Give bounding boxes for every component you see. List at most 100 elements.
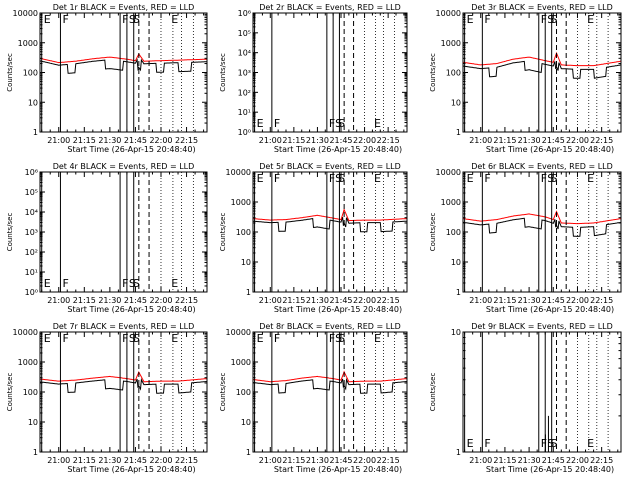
marker-label: F bbox=[541, 437, 547, 450]
y-tick-label: 10³ bbox=[25, 228, 38, 237]
y-tick-label: 10¹ bbox=[238, 108, 251, 117]
marker-label: F bbox=[484, 13, 490, 26]
x-tick-label: 22:00 bbox=[566, 136, 589, 145]
x-tick-label: 22:15 bbox=[377, 296, 400, 305]
events-series-line bbox=[462, 60, 622, 79]
x-tick-label: 21:45 bbox=[124, 136, 147, 145]
marker-label: S bbox=[129, 13, 136, 26]
y-tick-label: 10⁴ bbox=[25, 208, 38, 217]
lld-series-line bbox=[462, 51, 622, 67]
x-tick-label: 21:15 bbox=[493, 296, 516, 305]
x-tick-label: 21:30 bbox=[518, 296, 541, 305]
x-tick-label: 21:30 bbox=[306, 296, 329, 305]
x-tick-label: 21:45 bbox=[329, 296, 352, 305]
panel-title: Det 1r BLACK = Events, RED = LLD bbox=[53, 3, 195, 12]
x-axis-label: Start Time (26-Apr-15 20:48:40) bbox=[67, 145, 195, 154]
marker-label: E bbox=[171, 332, 178, 345]
y-axis-label: Counts/sec bbox=[429, 53, 437, 92]
marker-label: S bbox=[335, 332, 342, 345]
y-tick-label: 1 bbox=[33, 128, 38, 137]
x-tick-label: 22:00 bbox=[566, 456, 589, 465]
marker-label: S bbox=[338, 172, 345, 185]
events-series-line bbox=[39, 58, 207, 74]
plot-frame bbox=[39, 331, 208, 453]
plot-frame bbox=[39, 171, 208, 293]
marker-label: E bbox=[467, 13, 474, 26]
events-series-line bbox=[462, 217, 622, 237]
marker-label: E bbox=[587, 172, 594, 185]
marker-label: F bbox=[122, 13, 128, 26]
marker-label: S bbox=[335, 172, 342, 185]
x-tick-label: 21:45 bbox=[542, 456, 565, 465]
panel-title: Det 9r BLACK = Events, RED = LLD bbox=[471, 322, 613, 331]
marker-label: F bbox=[62, 332, 68, 345]
y-tick-label: 10¹ bbox=[25, 268, 38, 277]
y-tick-label: 10⁶ bbox=[238, 9, 251, 18]
marker-label: F bbox=[62, 277, 68, 290]
marker-label: F bbox=[541, 172, 547, 185]
x-tick-label: 22:00 bbox=[149, 296, 172, 305]
events-series-line bbox=[253, 216, 407, 233]
marker-label: S bbox=[129, 332, 136, 345]
y-axis-label: Counts/sec bbox=[429, 213, 437, 252]
x-tick-label: 21:30 bbox=[98, 136, 121, 145]
y-tick-label: 10⁴ bbox=[238, 49, 251, 58]
panel-title: Det 6r BLACK = Events, RED = LLD bbox=[471, 162, 613, 171]
y-tick-label: 100 bbox=[23, 388, 38, 397]
y-tick-label: 1 bbox=[456, 288, 461, 297]
x-tick-label: 21:15 bbox=[73, 296, 96, 305]
plot-frame bbox=[462, 171, 622, 293]
marker-label: E bbox=[44, 332, 51, 345]
x-tick-label: 21:00 bbox=[469, 136, 492, 145]
x-tick-label: 21:15 bbox=[493, 456, 516, 465]
marker-label: E bbox=[44, 277, 51, 290]
x-tick-label: 21:45 bbox=[124, 456, 147, 465]
plot-frame bbox=[252, 331, 408, 453]
marker-label: E bbox=[257, 172, 264, 185]
y-tick-label: 100 bbox=[236, 388, 251, 397]
x-tick-label: 21:15 bbox=[73, 456, 96, 465]
y-axis-label: Counts/sec bbox=[219, 373, 227, 412]
marker-label: F bbox=[122, 277, 128, 290]
x-tick-label: 22:00 bbox=[353, 456, 376, 465]
y-axis-label: Counts/sec bbox=[6, 53, 14, 92]
lld-series-line bbox=[39, 370, 208, 383]
x-tick-label: 21:45 bbox=[542, 296, 565, 305]
plot-frame bbox=[252, 171, 408, 293]
marker-label: S bbox=[551, 172, 558, 185]
y-tick-label: 1000 bbox=[441, 198, 461, 207]
y-tick-label: 100 bbox=[446, 69, 461, 78]
plot-frame bbox=[462, 12, 622, 133]
y-tick-label: 1000 bbox=[231, 358, 251, 367]
lld-series-line bbox=[253, 370, 408, 383]
x-tick-label: 21:30 bbox=[306, 136, 329, 145]
y-axis-label: Counts/sec bbox=[219, 53, 227, 92]
marker-label: E bbox=[587, 437, 594, 450]
marker-label: F bbox=[274, 172, 280, 185]
x-tick-label: 21:30 bbox=[306, 456, 329, 465]
x-tick-label: 21:30 bbox=[98, 456, 121, 465]
marker-label: S bbox=[547, 13, 554, 26]
y-tick-label: 10000 bbox=[436, 9, 461, 18]
x-tick-label: 22:15 bbox=[377, 136, 400, 145]
x-tick-label: 21:00 bbox=[469, 456, 492, 465]
marker-label: F bbox=[274, 117, 280, 130]
y-tick-label: 100 bbox=[23, 69, 38, 78]
y-tick-label: 10² bbox=[25, 248, 38, 257]
x-axis-label: Start Time (26-Apr-15 20:48:40) bbox=[486, 465, 614, 474]
x-tick-label: 22:15 bbox=[377, 456, 400, 465]
marker-label: E bbox=[374, 117, 381, 130]
marker-label: S bbox=[551, 437, 558, 450]
y-tick-label: 100 bbox=[446, 228, 461, 237]
x-axis-label: Start Time (26-Apr-15 20:48:40) bbox=[486, 305, 614, 314]
y-tick-label: 1000 bbox=[18, 358, 38, 367]
marker-label: F bbox=[329, 332, 335, 345]
y-tick-label: 10⁶ bbox=[25, 168, 38, 177]
panel-title: Det 5r BLACK = Events, RED = LLD bbox=[259, 162, 401, 171]
x-axis-label: Start Time (26-Apr-15 20:48:40) bbox=[486, 145, 614, 154]
